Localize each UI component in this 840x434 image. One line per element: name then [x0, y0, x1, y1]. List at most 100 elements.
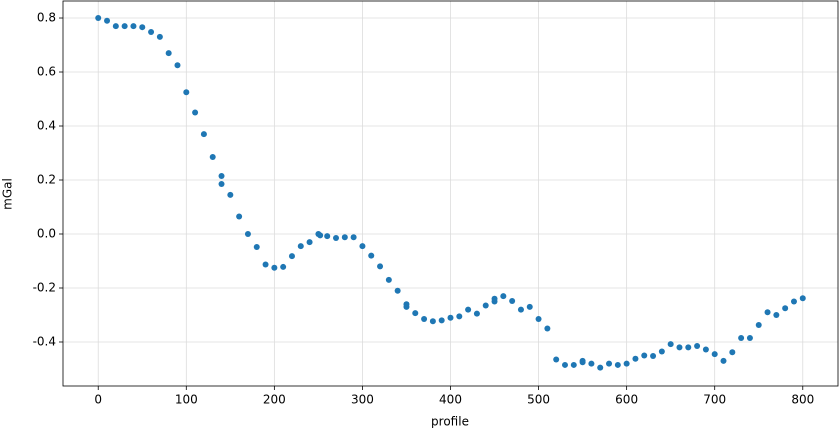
point — [720, 357, 727, 364]
point — [121, 23, 128, 30]
point — [271, 264, 278, 271]
point — [790, 298, 797, 305]
point — [517, 306, 524, 313]
x-tick-label: 800 — [791, 393, 814, 407]
x-tick-label: 600 — [615, 393, 638, 407]
point — [544, 325, 551, 332]
point — [139, 24, 146, 31]
point — [403, 303, 410, 310]
point — [218, 181, 225, 188]
point — [288, 253, 295, 260]
point — [456, 313, 463, 320]
y-tick-label: 0.6 — [37, 65, 56, 79]
point — [535, 316, 542, 323]
point — [174, 62, 181, 69]
point — [641, 352, 648, 359]
point — [297, 243, 304, 250]
point — [333, 235, 340, 242]
point — [192, 109, 199, 116]
point — [588, 360, 595, 367]
point — [183, 89, 190, 96]
point — [447, 314, 454, 321]
point — [262, 261, 269, 268]
point — [368, 252, 375, 259]
point — [509, 297, 516, 304]
y-tick-label: 0.4 — [37, 119, 56, 133]
point — [324, 233, 331, 240]
point — [738, 334, 745, 341]
point — [385, 276, 392, 283]
point — [421, 316, 428, 323]
point — [236, 213, 243, 220]
y-tick-label: -0.2 — [33, 280, 56, 294]
point — [412, 310, 419, 317]
point — [799, 295, 806, 302]
point — [632, 355, 639, 362]
point — [253, 243, 260, 250]
y-tick-label: 0.2 — [37, 173, 56, 187]
point — [473, 310, 480, 317]
point — [561, 361, 568, 368]
point — [482, 302, 489, 309]
point — [306, 239, 313, 246]
point — [650, 353, 657, 360]
point — [200, 131, 207, 138]
y-tick-label: 0.0 — [37, 226, 56, 240]
point — [579, 359, 586, 366]
point — [112, 23, 119, 30]
point — [764, 309, 771, 316]
point — [597, 364, 604, 371]
point — [676, 344, 683, 351]
point — [526, 303, 533, 310]
point — [685, 344, 692, 351]
point — [614, 361, 621, 368]
point — [280, 263, 287, 270]
x-tick-label: 500 — [527, 393, 550, 407]
point — [438, 317, 445, 324]
point — [429, 318, 436, 325]
point — [746, 334, 753, 341]
point — [209, 154, 216, 161]
point — [500, 293, 507, 300]
point — [350, 234, 357, 241]
point — [702, 346, 709, 353]
point — [165, 50, 172, 57]
point — [570, 361, 577, 368]
y-axis-label: mGal — [1, 178, 15, 210]
point — [156, 33, 163, 40]
point — [623, 360, 630, 367]
point — [553, 356, 560, 363]
y-tick-label: 0.8 — [37, 11, 56, 25]
point — [491, 295, 498, 302]
point — [755, 321, 762, 328]
x-tick-label: 200 — [263, 393, 286, 407]
point — [667, 341, 674, 348]
point — [658, 348, 665, 355]
point — [606, 360, 613, 367]
point — [394, 287, 401, 294]
x-axis-label: profile — [431, 415, 469, 429]
point — [377, 263, 384, 270]
y-tick-label: -0.4 — [33, 334, 56, 348]
point — [104, 17, 111, 24]
point — [729, 349, 736, 356]
x-tick-label: 400 — [439, 393, 462, 407]
point — [95, 15, 102, 22]
point — [227, 191, 234, 198]
point — [244, 230, 251, 237]
point — [317, 232, 324, 239]
x-tick-label: 700 — [703, 393, 726, 407]
point — [694, 343, 701, 350]
x-tick-label: 100 — [175, 393, 198, 407]
x-tick-label: 0 — [94, 393, 102, 407]
point — [341, 234, 348, 241]
point — [359, 243, 366, 250]
point — [148, 29, 155, 36]
point — [218, 172, 225, 179]
x-tick-label: 300 — [351, 393, 374, 407]
point — [782, 305, 789, 312]
point — [130, 23, 137, 30]
point — [465, 306, 472, 313]
point — [711, 351, 718, 358]
